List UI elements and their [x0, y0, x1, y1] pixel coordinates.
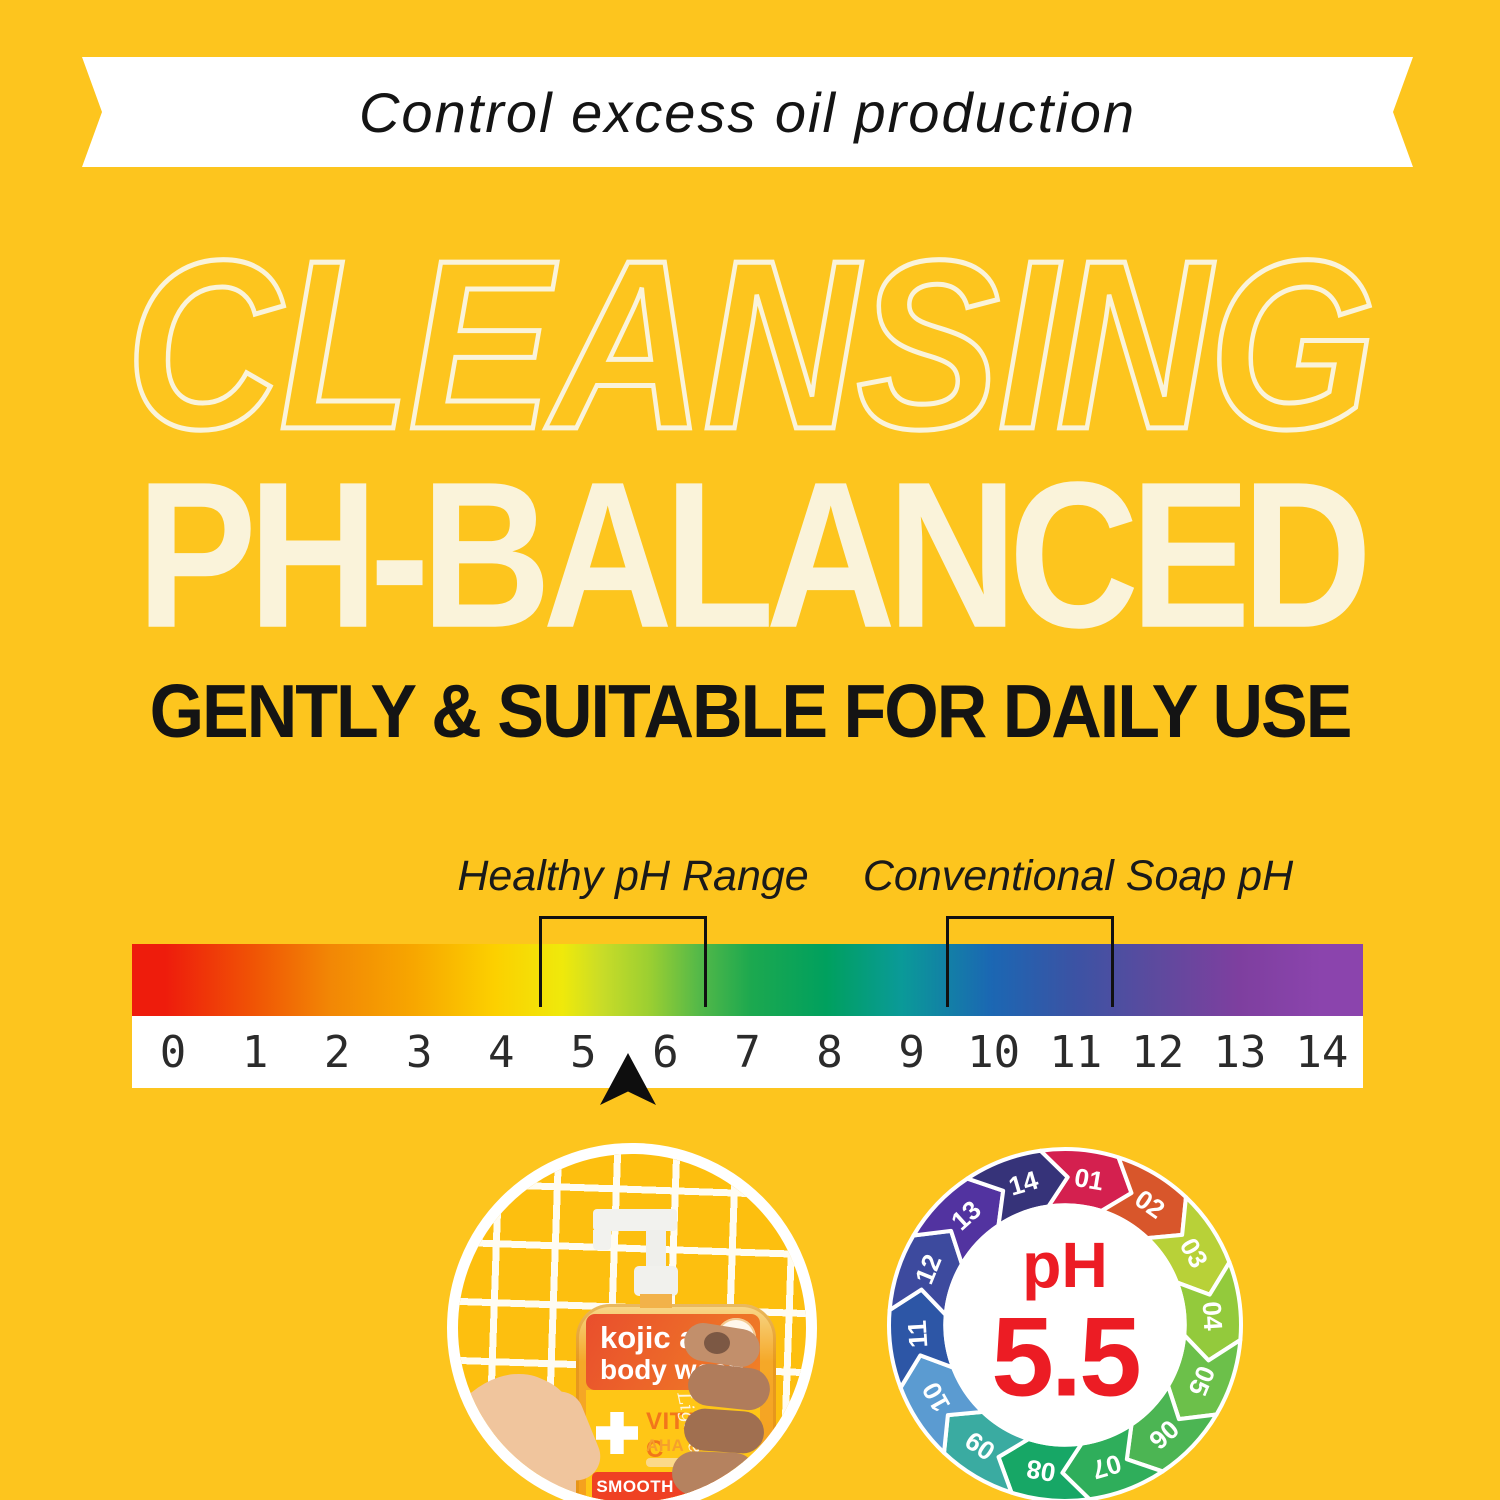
healthy-ph-range-label: Healthy pH Range [457, 852, 809, 900]
pump-collar [634, 1266, 678, 1296]
top-ribbon-banner: Control excess oil production [82, 57, 1413, 167]
ph-tick-label: 14 [1295, 1026, 1349, 1078]
headline-subtitle: GENTLY & SUITABLE FOR DAILY USE [149, 669, 1353, 754]
ph-wheel-segment-label: 08 [1024, 1454, 1058, 1488]
ph-wheel-center-value: 5.5 [991, 1293, 1139, 1419]
banner-text: Control excess oil production [358, 80, 1137, 144]
ph-tick-label: 8 [816, 1026, 843, 1078]
ph-tick-label: 10 [967, 1026, 1021, 1078]
ph-tick-label: 7 [734, 1026, 761, 1078]
ph-wheel-segment-label: 11 [902, 1319, 934, 1348]
ph-wheel-center-label: pH [1022, 1229, 1108, 1301]
ph-tick-label: 1 [241, 1026, 269, 1078]
conventional-soap-ph-label: Conventional Soap pH [862, 852, 1294, 900]
ph-wheel: 01 02 03 04 05 06 07 08 09 10 11 12 13 14 pH 5.5 [884, 1144, 1246, 1500]
headline-outline: CLEANSING [124, 209, 1379, 480]
ph-tick-label: 13 [1213, 1026, 1267, 1078]
ph-tick-label: 2 [323, 1026, 351, 1078]
ph-tick-label: 12 [1131, 1026, 1185, 1078]
ph-wheel-center-circle [943, 1203, 1187, 1447]
ph-gradient-bar [132, 944, 1363, 1016]
product-photo-circle: kojic acid body wash VITAMIN C AHA & BHA… [447, 1143, 817, 1500]
finger-nail [704, 1332, 730, 1354]
ph-tick-label: 3 [405, 1026, 433, 1078]
pump-nozzle [593, 1209, 677, 1231]
ph-tick-label: 6 [652, 1026, 679, 1078]
headline-main: PH-BALANCED [136, 439, 1372, 672]
ph-tick-strip: 0 1 2 3 4 5 6 7 8 9 10 11 12 13 14 [132, 1016, 1363, 1088]
soap-range-bracket [946, 916, 1114, 1007]
ph-tick-label: 5 [570, 1026, 597, 1078]
healthy-range-bracket [539, 916, 707, 1007]
finger [671, 1450, 757, 1498]
finger [682, 1407, 766, 1455]
bottle-neck [640, 1294, 672, 1308]
pump-spout [593, 1230, 611, 1250]
ph-tick-label: 11 [1049, 1026, 1103, 1078]
ph-wheel-segment-label: 04 [1197, 1301, 1229, 1332]
ph-tick-label: 9 [898, 1026, 925, 1078]
ph-wheel-segment-label: 01 [1072, 1162, 1106, 1196]
plus-icon [596, 1412, 638, 1454]
pump-stem [646, 1230, 666, 1268]
ph-tick-label: 0 [159, 1026, 187, 1078]
ph-tick-label: 4 [488, 1026, 515, 1078]
